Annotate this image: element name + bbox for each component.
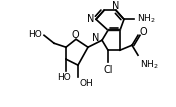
Text: N: N bbox=[92, 33, 100, 43]
Text: OH: OH bbox=[80, 79, 94, 88]
Text: HO: HO bbox=[57, 73, 71, 82]
Text: N: N bbox=[112, 1, 120, 11]
Text: NH$_2$: NH$_2$ bbox=[140, 58, 159, 71]
Text: O: O bbox=[140, 27, 148, 37]
Text: N: N bbox=[87, 14, 95, 24]
Text: HO: HO bbox=[28, 30, 42, 39]
Text: NH$_2$: NH$_2$ bbox=[137, 12, 156, 25]
Text: Cl: Cl bbox=[103, 65, 113, 75]
Text: O: O bbox=[71, 30, 79, 40]
